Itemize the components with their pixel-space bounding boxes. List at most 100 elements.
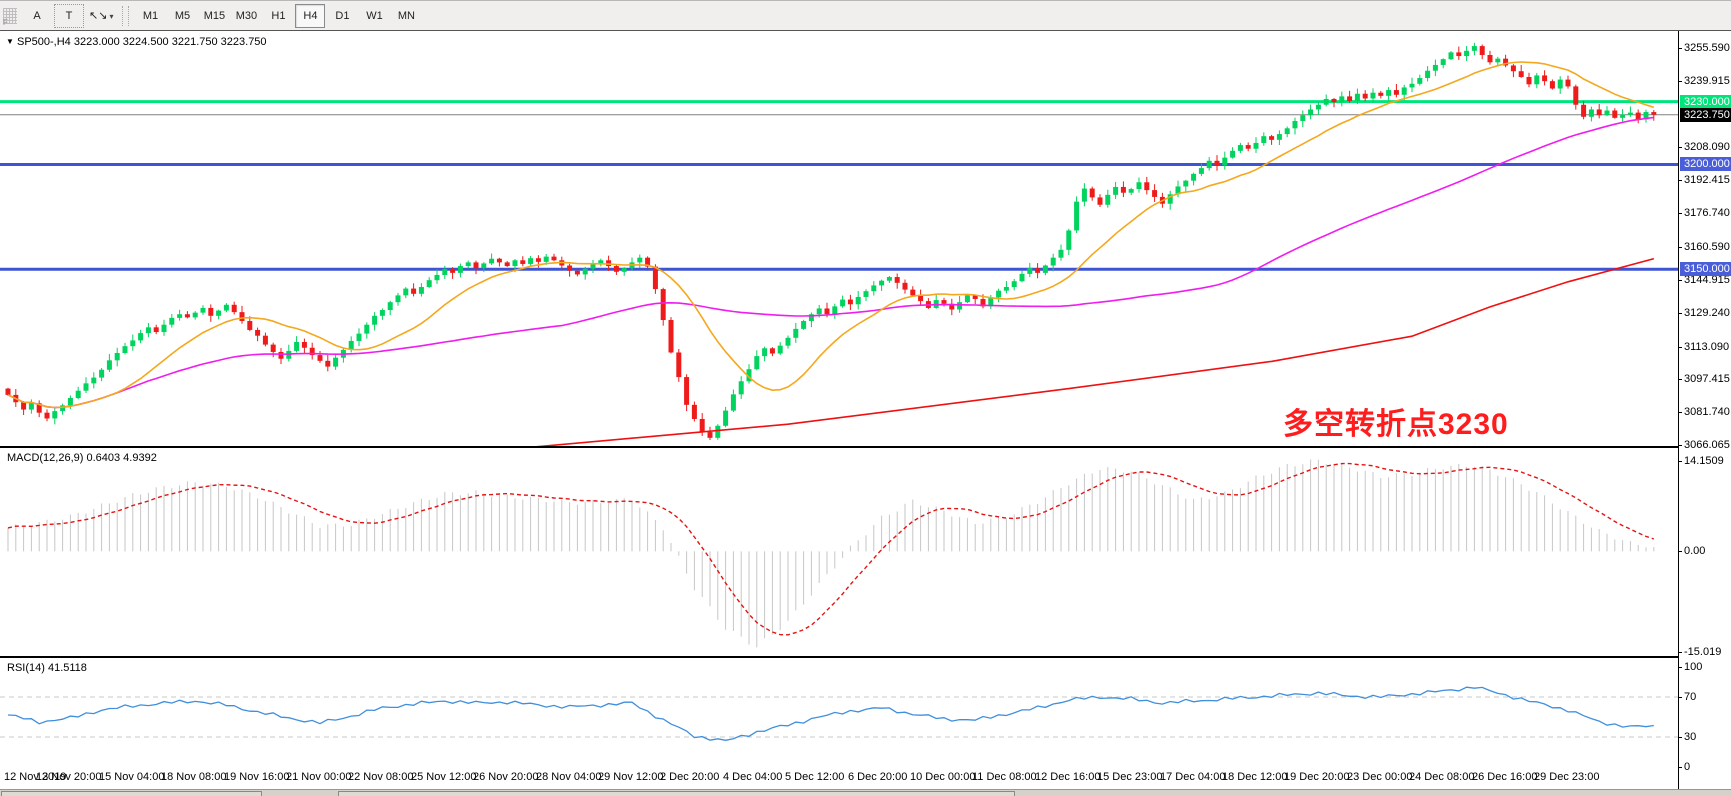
time-axis-label: 19 Dec 20:00: [1284, 771, 1350, 783]
axis-tick: [1679, 379, 1682, 381]
time-axis-label: 5 Dec 12:00: [785, 771, 845, 783]
value-axis-column[interactable]: 3255.590 3239.915 3208.090 3192.415 3176.740…: [1678, 31, 1731, 789]
chart-annotation-text[interactable]: 多空转折点3230: [1283, 408, 1509, 441]
macd-axis-label: 14.1509: [1684, 454, 1724, 467]
timeframe-button-m1[interactable]: M1: [142, 9, 159, 22]
price-axis-label: 3129.240: [1684, 306, 1730, 319]
chevron-down-icon: ▾: [109, 11, 114, 21]
timeframe-button-h1[interactable]: H1: [271, 9, 286, 22]
time-axis-label: 29 Dec 23:00: [1534, 771, 1600, 783]
macd-panel[interactable]: MACD(12,26,9) 0.6403 4.9392: [0, 448, 1678, 656]
axis-tick: [1679, 312, 1682, 314]
time-axis-label: 6 Dec 20:00: [848, 771, 908, 783]
price-axis-label: 3066.065: [1684, 439, 1730, 452]
time-axis-label: 15 Dec 23:00: [1097, 771, 1163, 783]
collapse-triangle-icon[interactable]: ▼: [6, 37, 14, 46]
time-axis-label: 23 Dec 00:00: [1347, 771, 1413, 783]
timeframe-button-m30[interactable]: M30: [235, 9, 258, 22]
status-segment[interactable]: [338, 791, 1015, 796]
axis-tick: [1679, 80, 1682, 82]
panel-splitter-macd[interactable]: [0, 446, 1731, 448]
time-axis-label: 11 Dec 08:00: [972, 771, 1037, 783]
time-axis-label: 2 Dec 20:00: [660, 771, 720, 783]
price-axis-label: 3239.915: [1684, 74, 1730, 87]
timeframe-button-h4[interactable]: H4: [295, 3, 326, 28]
chart-symbol-period: SP500-,H4: [16, 36, 71, 48]
timeframe-buttons: M1 M5 M15 M30 H1 H4 D1 W1 MN: [134, 3, 422, 28]
toolbar: F A T ↖↘ ▾ M1 M5 M15 M30 H1 H4 D1 W1 MN: [0, 1, 1731, 31]
axis-tick: [1679, 667, 1682, 668]
rsi-axis-label: 0: [1684, 761, 1691, 773]
toolbar-divider: [0, 30, 1731, 31]
axis-tick: [1679, 247, 1682, 248]
price-chart-canvas[interactable]: [0, 31, 1678, 446]
panel-splitter-rsi[interactable]: [0, 656, 1731, 658]
time-axis-label: 22 Nov 08:00: [348, 771, 414, 783]
price-axis-label: 3255.590: [1684, 41, 1730, 54]
rsi-label: RSI(14) 41.5118: [7, 662, 87, 674]
timeframe-button-d1[interactable]: D1: [335, 9, 350, 22]
status-segment[interactable]: [1, 791, 262, 796]
time-axis-label: 18 Nov 08:00: [161, 771, 227, 783]
price-chart-panel[interactable]: ▼ SP500-,H4 3223.000 3224.500 3221.750 3…: [0, 31, 1678, 446]
time-axis[interactable]: 12 Nov 2019 13 Nov 20:00 15 Nov 04:00 18 No…: [0, 766, 1678, 789]
price-axis-label: 3160.590: [1684, 241, 1730, 253]
rsi-axis-label: 100: [1684, 661, 1703, 673]
macd-label: MACD(12,26,9) 0.6403 4.9392: [7, 452, 157, 464]
toolbar-separator: [122, 5, 130, 26]
cursor-arrows-icon: ↖↘: [89, 9, 108, 22]
time-axis-label: 10 Dec 00:00: [910, 771, 976, 783]
time-axis-label: 21 Nov 00:00: [286, 771, 352, 783]
time-axis-label: 26 Nov 20:00: [473, 771, 539, 783]
rsi-axis-label: 70: [1684, 691, 1697, 703]
time-axis-label: 19 Nov 16:00: [224, 771, 290, 783]
axis-tick: [1679, 697, 1682, 698]
timeframe-button-m5[interactable]: M5: [174, 9, 191, 22]
axis-tick: [1679, 147, 1682, 149]
price-axis-label: 3113.090: [1684, 340, 1730, 353]
time-axis-label: 24 Dec 08:00: [1409, 771, 1475, 783]
toolbar-grip-icon[interactable]: F: [3, 7, 17, 27]
axis-tick: [1679, 551, 1682, 553]
time-axis-label: 4 Dec 04:00: [723, 771, 783, 783]
timeframe-button-w1[interactable]: W1: [366, 9, 383, 22]
level-price-badge: 3150.000: [1680, 262, 1731, 277]
macd-canvas[interactable]: [0, 448, 1678, 656]
time-axis-label: 18 Dec 12:00: [1222, 771, 1288, 783]
time-axis-label: 17 Dec 04:00: [1160, 771, 1226, 783]
axis-tick: [1679, 651, 1682, 653]
time-axis-label: 15 Nov 04:00: [99, 771, 165, 783]
status-strip: [0, 789, 1731, 796]
time-axis-label: 29 Nov 12:00: [598, 771, 664, 783]
time-axis-label: 26 Dec 16:00: [1472, 771, 1538, 783]
axis-tick: [1679, 460, 1682, 462]
axis-tick: [1679, 180, 1682, 182]
axis-tick: [1679, 412, 1682, 414]
timeframe-button-mn[interactable]: MN: [397, 9, 415, 22]
axis-tick: [1679, 737, 1682, 738]
axis-tick: [1679, 767, 1682, 768]
axis-tick: [1679, 445, 1682, 447]
text-tool-button[interactable]: T: [54, 3, 84, 28]
price-axis-label: 3097.415: [1684, 373, 1730, 386]
price-axis-label: 3176.740: [1684, 207, 1730, 220]
time-axis-label: 25 Nov 12:00: [411, 771, 477, 783]
chart-title: ▼ SP500-,H4 3223.000 3224.500 3221.750 3…: [6, 36, 267, 48]
rsi-canvas[interactable]: [0, 658, 1678, 766]
chart-ohlc-values: 3223.000 3224.500 3221.750 3223.750: [73, 36, 267, 48]
axis-tick: [1679, 47, 1682, 49]
price-axis-label: 3192.415: [1684, 174, 1730, 187]
time-axis-label: 13 Nov 20:00: [36, 771, 102, 783]
cursor-tool-button[interactable]: ↖↘ ▾: [86, 4, 116, 28]
time-axis-label: 28 Nov 04:00: [536, 771, 602, 783]
price-axis-label: 3208.090: [1684, 141, 1730, 154]
axis-tick: [1679, 213, 1682, 215]
time-axis-label: 12 Nov 2019: [4, 771, 67, 783]
price-axis-label: 3144.915: [1684, 273, 1730, 286]
rsi-axis-label: 30: [1684, 731, 1697, 743]
rsi-panel[interactable]: RSI(14) 41.5118: [0, 658, 1678, 767]
arrow-tool-button[interactable]: A: [33, 9, 41, 22]
timeframe-button-m15[interactable]: M15: [203, 9, 226, 22]
level-price-badge: 3200.000: [1680, 157, 1731, 172]
